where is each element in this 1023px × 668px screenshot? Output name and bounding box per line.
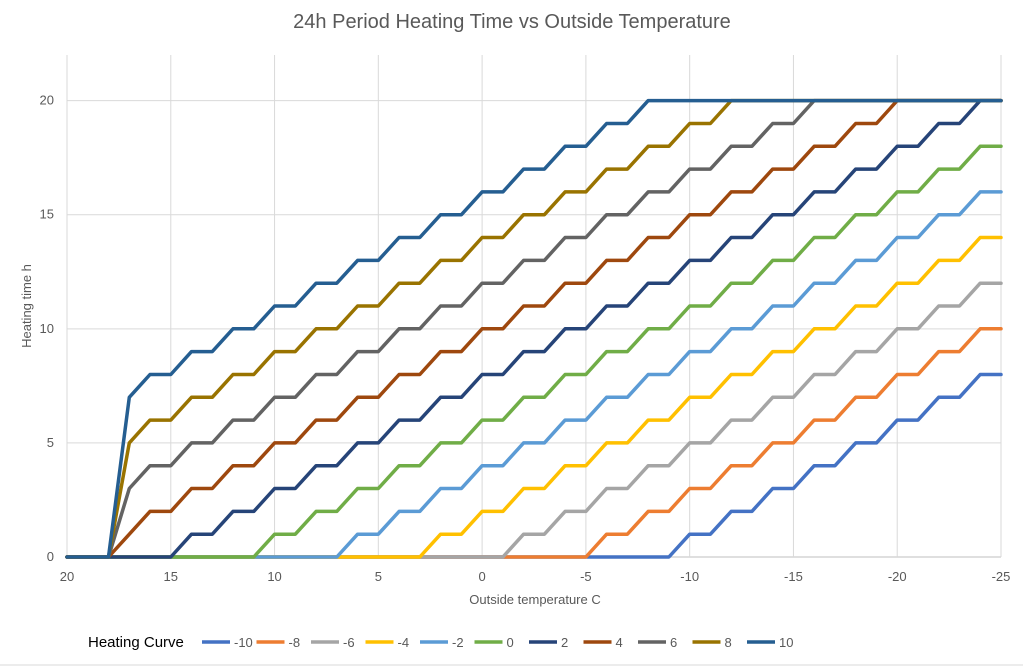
series-line-0 [65, 144, 1003, 559]
legend-label--10: -10 [234, 635, 253, 650]
x-axis-label: Outside temperature C [469, 592, 601, 607]
x-tick-label: 15 [164, 569, 178, 584]
y-axis-ticks: 0 5 10 15 20 [40, 93, 54, 564]
x-tick-label: 5 [375, 569, 382, 584]
x-tick-label: 20 [60, 569, 74, 584]
y-tick-label: 0 [47, 549, 54, 564]
legend-title: Heating Curve [88, 634, 184, 651]
legend-label-8: 8 [725, 635, 732, 650]
series-lines [65, 98, 1003, 559]
x-tick-label: -20 [888, 569, 907, 584]
legend-label-6: 6 [670, 635, 677, 650]
x-tick-label: -10 [680, 569, 699, 584]
legend: -10 -8 -6 -4 -2 0 2 4 6 8 10 [202, 635, 793, 650]
series-line--6 [65, 281, 1003, 559]
y-axis-label: Heating time h [19, 264, 34, 348]
x-tick-label: 10 [267, 569, 281, 584]
legend-label-4: 4 [616, 635, 623, 650]
legend-label--2: -2 [452, 635, 464, 650]
y-tick-label: 20 [40, 93, 54, 108]
y-tick-label: 5 [47, 435, 54, 450]
y-tick-label: 10 [40, 321, 54, 336]
legend-label--4: -4 [398, 635, 410, 650]
series-line--2 [65, 190, 1003, 559]
x-tick-label: 0 [478, 569, 485, 584]
legend-label--8: -8 [289, 635, 301, 650]
x-tick-label: -25 [992, 569, 1011, 584]
series-line-2 [65, 98, 1003, 559]
legend-label-0: 0 [507, 635, 514, 650]
legend-label-10: 10 [779, 635, 793, 650]
legend-label--6: -6 [343, 635, 355, 650]
chart-title: 24h Period Heating Time vs Outside Tempe… [293, 11, 731, 33]
y-tick-label: 15 [40, 207, 54, 222]
x-tick-label: -5 [580, 569, 592, 584]
x-tick-label: -15 [784, 569, 803, 584]
series-line-10 [65, 98, 1003, 559]
series-line-4 [65, 98, 1003, 559]
x-axis-ticks: 20 15 10 5 0 -5 -10 -15 -20 -25 [60, 569, 1011, 584]
series-line--10 [65, 372, 1003, 559]
legend-label-2: 2 [561, 635, 568, 650]
